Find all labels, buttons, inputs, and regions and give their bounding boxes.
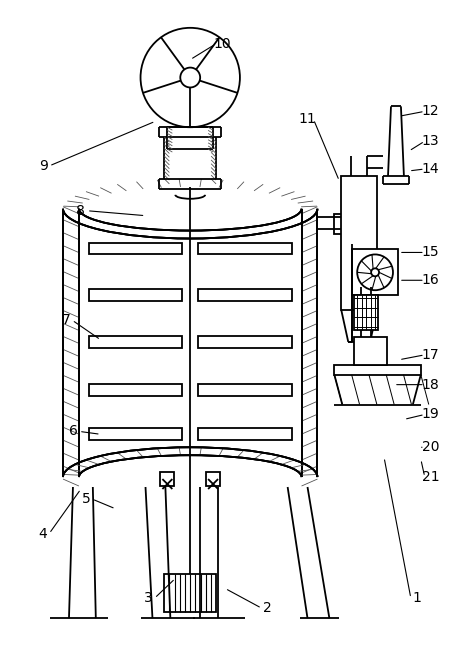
Text: 9: 9 xyxy=(39,159,48,173)
Text: 14: 14 xyxy=(422,162,439,176)
Text: 4: 4 xyxy=(39,527,48,541)
Bar xyxy=(89,289,182,301)
Bar xyxy=(354,295,378,330)
Bar xyxy=(89,383,182,396)
Bar xyxy=(198,336,291,348)
Text: 21: 21 xyxy=(422,470,439,484)
Bar xyxy=(89,243,182,255)
Bar xyxy=(164,574,216,612)
Text: 13: 13 xyxy=(422,134,439,148)
Text: 7: 7 xyxy=(62,313,70,327)
Text: 2: 2 xyxy=(263,602,272,615)
Bar xyxy=(334,365,421,375)
Text: 1: 1 xyxy=(412,591,421,605)
Bar xyxy=(198,428,291,440)
Bar xyxy=(206,472,220,486)
Bar xyxy=(89,336,182,348)
Text: 15: 15 xyxy=(422,245,439,260)
Text: 19: 19 xyxy=(422,408,439,421)
Bar xyxy=(89,428,182,440)
Text: 16: 16 xyxy=(422,273,439,287)
Bar xyxy=(341,176,377,310)
Bar xyxy=(198,243,291,255)
Bar xyxy=(198,289,291,301)
Text: 3: 3 xyxy=(144,591,153,605)
Text: 8: 8 xyxy=(76,204,85,217)
Bar xyxy=(354,337,387,365)
Bar xyxy=(160,472,174,486)
Text: 18: 18 xyxy=(422,378,439,392)
Text: 11: 11 xyxy=(299,112,316,126)
Text: 17: 17 xyxy=(422,348,439,362)
Text: 10: 10 xyxy=(213,36,231,51)
Text: 6: 6 xyxy=(69,424,77,438)
Text: 5: 5 xyxy=(82,492,90,506)
Bar xyxy=(352,249,398,295)
Bar xyxy=(198,383,291,396)
Text: 20: 20 xyxy=(422,440,439,454)
Bar xyxy=(334,214,376,234)
Text: 12: 12 xyxy=(422,104,439,118)
